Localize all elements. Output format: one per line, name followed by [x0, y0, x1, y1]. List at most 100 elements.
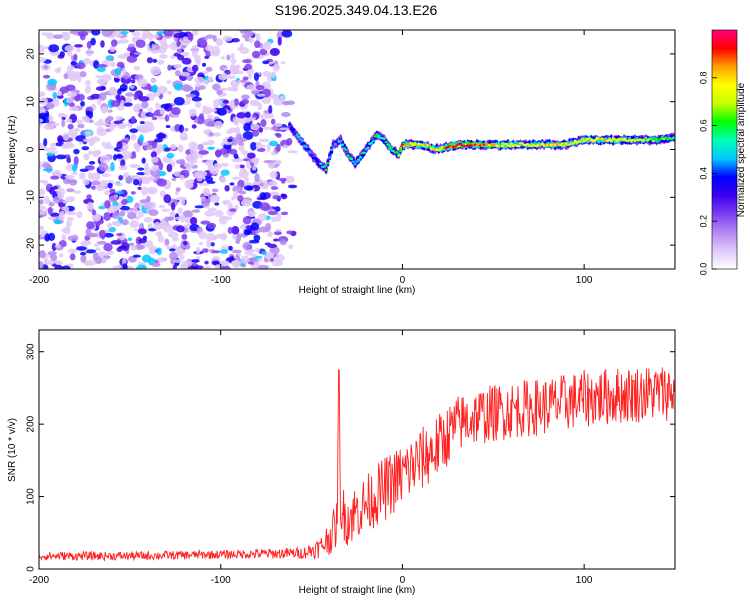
heatmap-cell [176, 196, 187, 201]
heatmap-cell [101, 30, 113, 37]
heatmap-cell [215, 233, 225, 239]
heatmap-cell [238, 145, 245, 152]
heatmap-cell [231, 158, 242, 163]
heatmap-cell [181, 57, 192, 65]
heatmap-cell [182, 240, 188, 246]
heatmap-cell [150, 165, 158, 172]
heatmap-cell [150, 34, 160, 39]
heatmap-cell [198, 150, 210, 155]
heatmap-cell [207, 146, 216, 150]
heatmap-cell [262, 60, 270, 65]
ridge-cell [438, 147, 443, 151]
heatmap-cell [268, 180, 278, 188]
heatmap-cell [93, 243, 100, 247]
heatmap-cell [50, 175, 60, 180]
heatmap-cell [274, 206, 281, 212]
heatmap-cell [258, 138, 270, 143]
y-tick-label: 300 [26, 343, 37, 360]
heatmap-cell [251, 90, 260, 95]
heatmap-cell [39, 118, 44, 123]
heatmap-cell [88, 111, 94, 119]
heatmap-cell [191, 124, 197, 129]
heatmap-cell [263, 179, 269, 189]
heatmap-cell [236, 112, 247, 119]
heatmap-cell [243, 228, 250, 236]
colorbar-ticks: 0.0 0.2 0.4 0.6 0.8 [698, 72, 717, 275]
heatmap-cell [48, 202, 55, 207]
heatmap-cell [59, 210, 65, 216]
y-tick-label: 10 [26, 96, 37, 108]
heatmap-cell [83, 57, 91, 65]
heatmap-cell [260, 119, 267, 128]
heatmap-cell [232, 176, 242, 180]
heatmap-cell [85, 249, 97, 254]
y-tick-label: 0 [26, 146, 37, 152]
heatmap-cell [200, 220, 211, 225]
heatmap-cell [254, 40, 261, 49]
heatmap-cell [259, 48, 268, 56]
heatmap-cell [129, 85, 135, 89]
ridge-cell [458, 142, 463, 146]
heatmap-cell [58, 253, 64, 258]
ridge-cell [397, 154, 401, 157]
heatmap-cell [205, 44, 214, 52]
heatmap-cell [258, 264, 269, 269]
heatmap-cell [240, 255, 250, 264]
heatmap-cell [222, 99, 229, 104]
heatmap-cell [202, 141, 210, 146]
heatmap-cell [118, 165, 128, 171]
heatmap-cell [184, 181, 194, 189]
heatmap-cell [204, 210, 215, 217]
ridge-cell [342, 147, 346, 150]
heatmap-cell [64, 45, 75, 52]
heatmap-cell [203, 118, 215, 127]
heatmap-cell [66, 97, 73, 104]
heatmap-cell [55, 154, 67, 160]
heatmap-cell [253, 72, 260, 82]
heatmap-cell [255, 84, 265, 91]
snr-series-line [39, 367, 675, 562]
heatmap-cell [90, 93, 102, 100]
heatmap-background [39, 30, 675, 269]
heatmap-cell [271, 216, 278, 222]
heatmap-cell [230, 53, 235, 59]
heatmap-cell [129, 164, 141, 169]
heatmap-cell [188, 141, 198, 150]
heatmap-cell [148, 112, 156, 118]
heatmap-cell [197, 143, 204, 151]
heatmap-cell [179, 131, 188, 141]
heatmap-cell [225, 71, 231, 76]
heatmap-cell [105, 141, 112, 148]
heatmap-cell [229, 182, 235, 186]
heatmap-cell [159, 190, 166, 197]
heatmap-cell [66, 142, 75, 149]
heatmap-cell [40, 32, 50, 36]
colorbar-tick-label: 0.6 [698, 119, 708, 132]
heatmap-cell [212, 132, 221, 137]
heatmap-cell [228, 148, 238, 155]
ridge-cell [326, 162, 330, 165]
heatmap-cell [71, 171, 78, 175]
ridge-cell [657, 139, 661, 142]
heatmap-cell [212, 99, 223, 107]
colorbar: 0.0 0.2 0.4 0.6 0.8 Normalized spectral ampl… [698, 29, 747, 275]
heatmap-cell [53, 34, 63, 40]
heatmap-cell [130, 79, 136, 84]
heatmap-cell [198, 39, 208, 49]
heatmap-cell [47, 251, 57, 256]
heatmap-cell [60, 265, 71, 269]
heatmap-cell [73, 156, 79, 165]
heatmap-cell [43, 137, 48, 147]
heatmap-cell [61, 119, 66, 128]
heatmap-cell [220, 56, 225, 60]
ridge-cell [580, 137, 584, 141]
heatmap-cell [264, 242, 271, 246]
heatmap-cell [287, 150, 299, 154]
heatmap-cell [267, 210, 278, 216]
heatmap-cell [86, 40, 92, 49]
heatmap-cell [268, 105, 273, 114]
heatmap-cell [161, 208, 170, 212]
ridge-cell [469, 144, 474, 147]
heatmap-cell [255, 33, 261, 42]
heatmap-cell [219, 176, 227, 184]
